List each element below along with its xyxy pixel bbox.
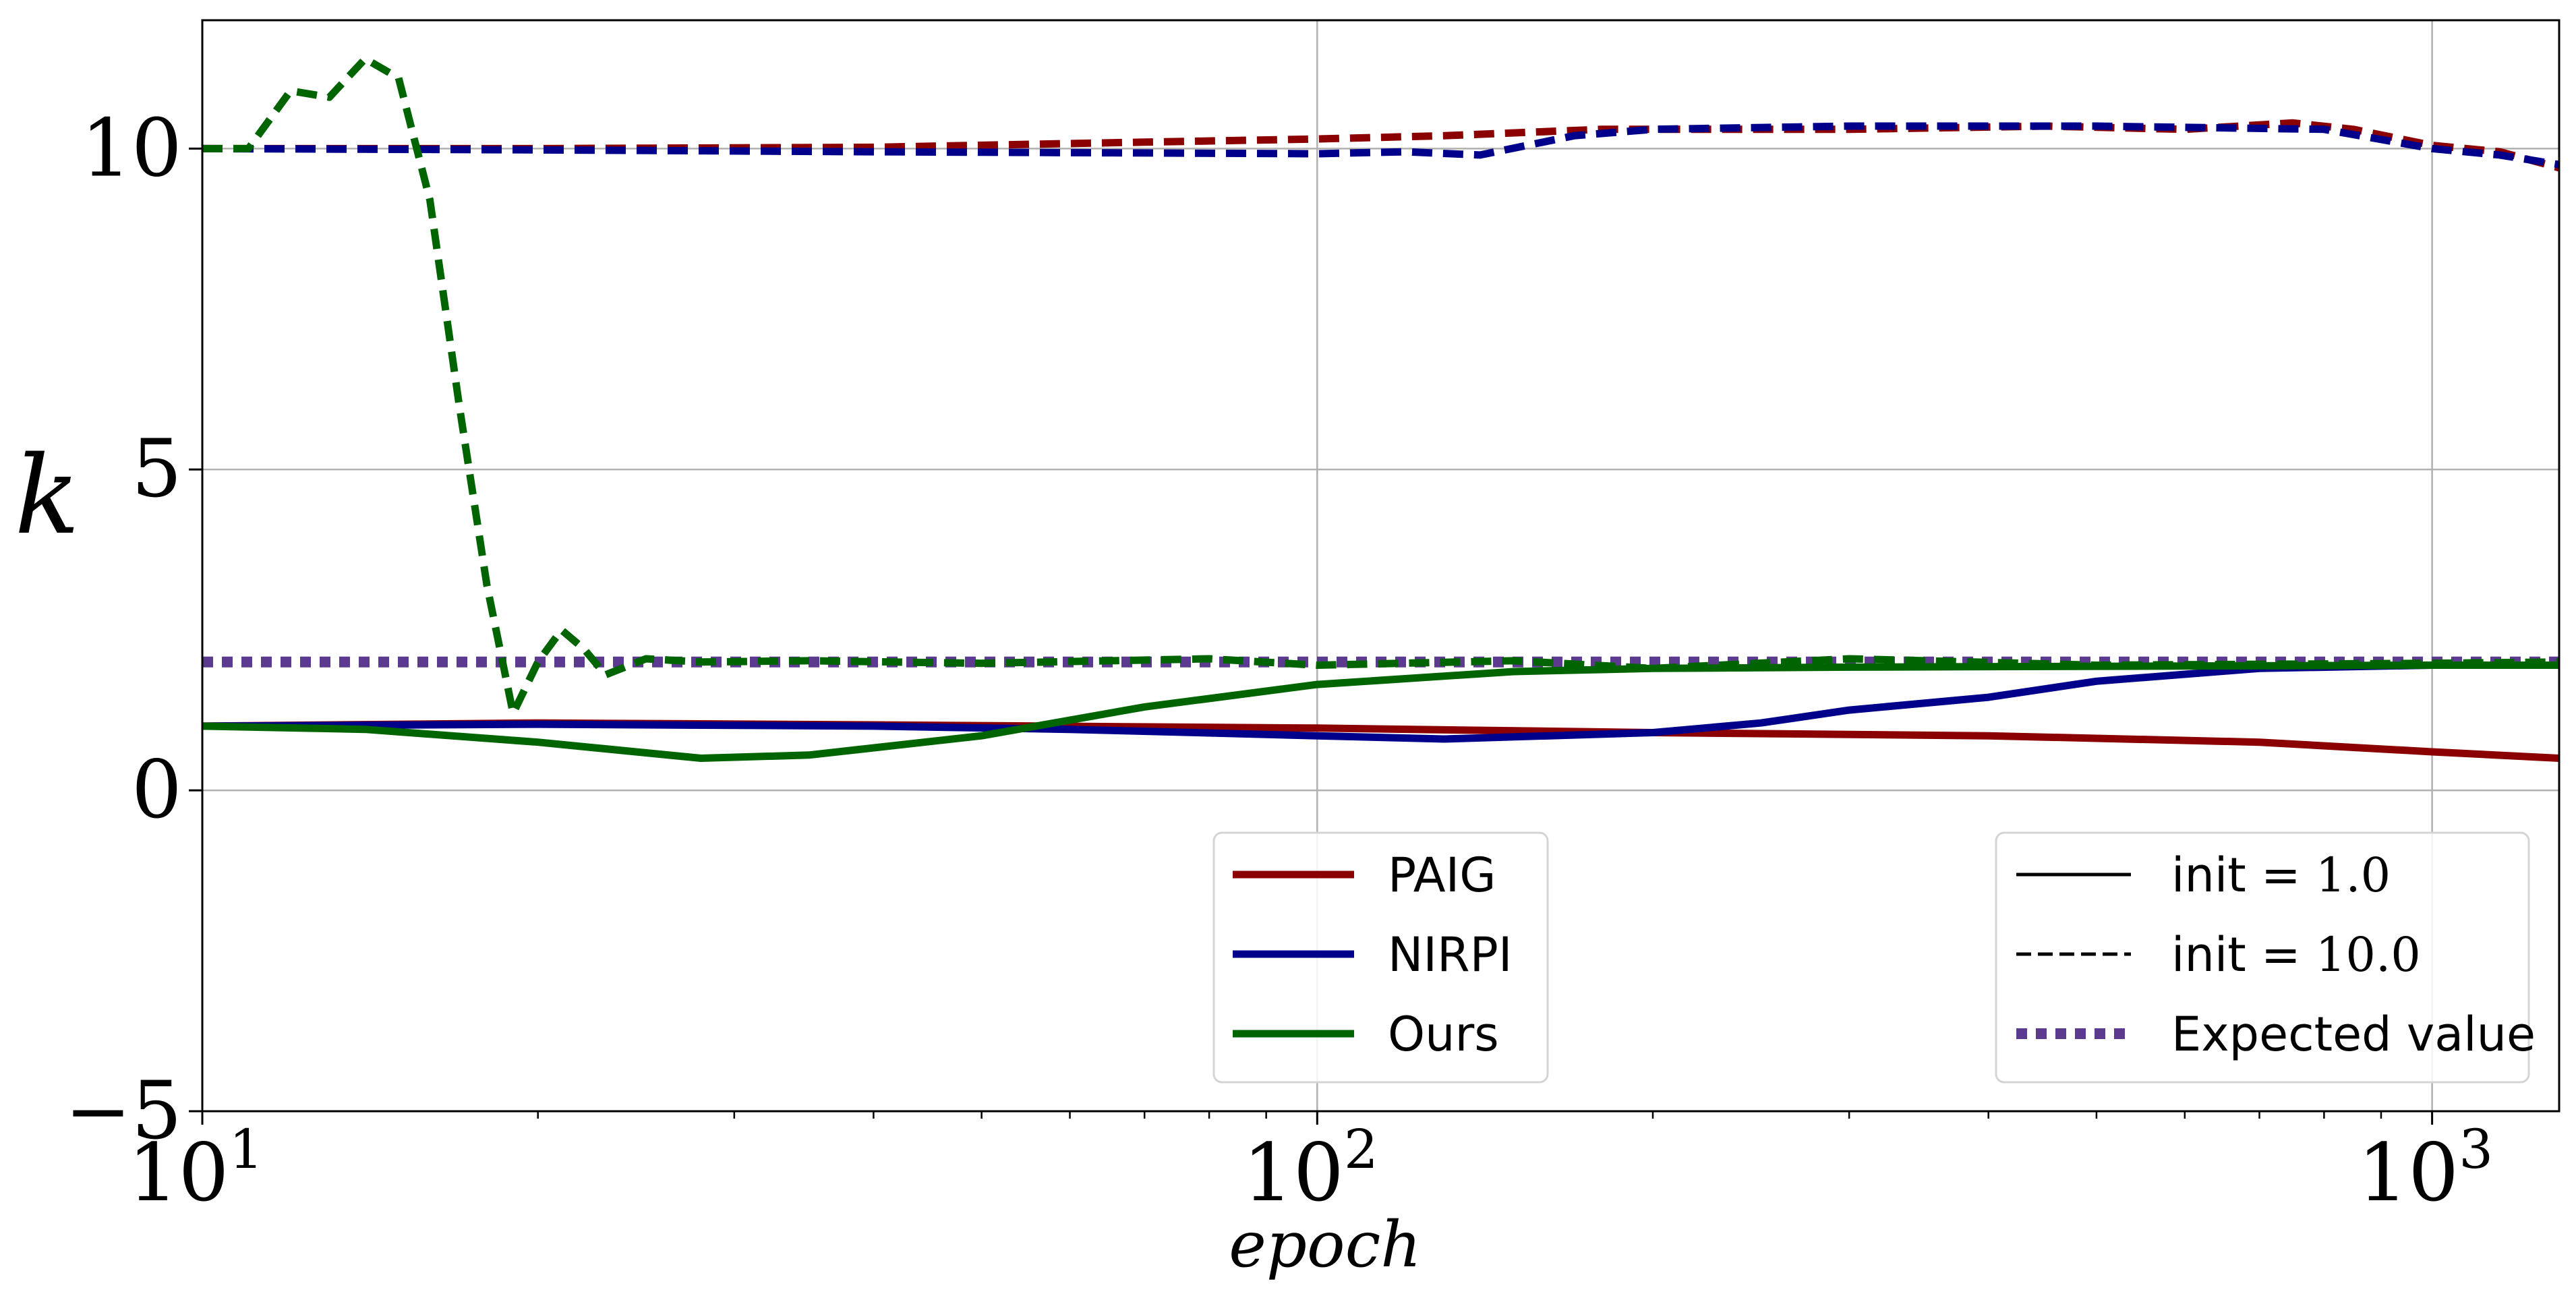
series-lines	[202, 55, 2560, 762]
plot-frame	[201, 19, 2560, 1113]
series-ours-solid	[202, 661, 2559, 762]
legend-styles-box	[1995, 831, 2530, 1084]
legend-style-label-dotted: Expected value	[2171, 1007, 2536, 1062]
series-ours-dashed	[202, 55, 2560, 717]
y-axis-label: k	[15, 432, 80, 558]
legend-style-label-dashed: init = 10.0	[2171, 927, 2421, 982]
x-tick-label: 103	[2358, 1118, 2493, 1219]
legend-label-ours: Ours	[1388, 1007, 1499, 1062]
legend-label-paig: PAIG	[1388, 848, 1496, 903]
y-tick-label: −5	[65, 1064, 182, 1157]
x-tick-exponent: 1	[229, 1118, 264, 1181]
y-tick-label: 10	[81, 101, 182, 194]
legend-styles: init = 1.0 init = 10.0 Expected value	[1995, 831, 2536, 1084]
x-tick-base: 10	[2358, 1126, 2459, 1219]
x-axis-label: epoch	[1229, 1208, 1422, 1282]
legend-methods-box	[1212, 831, 1549, 1084]
x-tick-exponent: 2	[1344, 1118, 1378, 1181]
y-tick-label: 5	[131, 422, 182, 515]
series-nirpi-dashed	[202, 122, 2560, 169]
legend-methods: PAIG NIRPI Ours	[1212, 831, 1549, 1084]
legend-style-label-solid: init = 1.0	[2171, 848, 2391, 903]
series-nirpi-solid	[202, 661, 2559, 743]
x-tick-label: 102	[1243, 1118, 1378, 1219]
legend-label-nirpi: NIRPI	[1388, 927, 1513, 982]
y-tick-label: 0	[131, 743, 182, 836]
series-paig-dashed	[202, 119, 2560, 172]
grid	[202, 20, 2559, 1111]
x-tick-exponent: 3	[2459, 1118, 2493, 1181]
x-tick-label: 101	[127, 1118, 263, 1219]
x-tick-base: 10	[1243, 1126, 1344, 1219]
x-tick-base: 10	[127, 1126, 229, 1219]
